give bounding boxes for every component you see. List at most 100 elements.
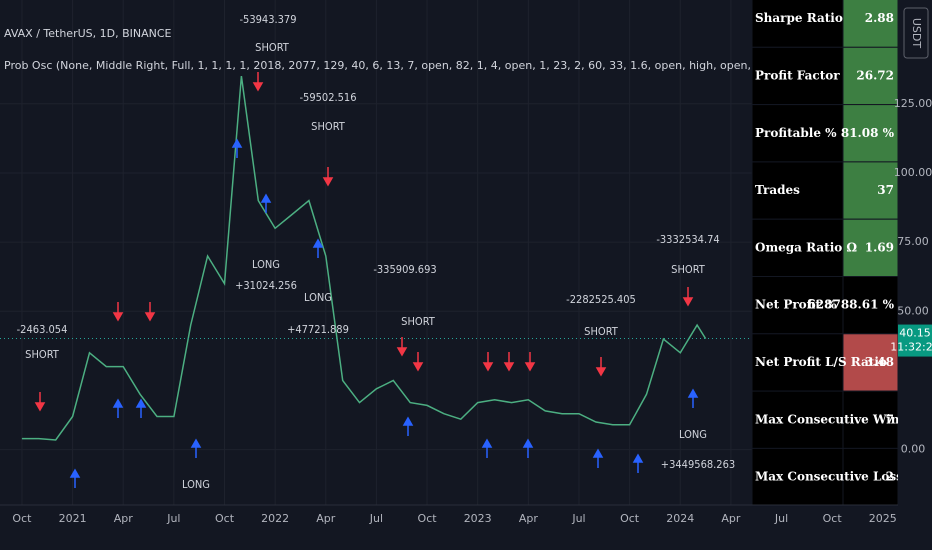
- short-arrow: [396, 337, 408, 357]
- long-arrow: [632, 453, 644, 473]
- y-tick-label: 125.00: [894, 97, 932, 110]
- x-tick-label: Apr: [721, 512, 741, 525]
- currency-button[interactable]: [903, 7, 929, 59]
- table-value: 628788.61 %: [807, 298, 894, 312]
- x-tick-label: Jul: [774, 512, 788, 525]
- short-arrow: [412, 352, 424, 372]
- table-label: Profit Factor: [755, 68, 840, 82]
- x-tick-label: Oct: [620, 512, 640, 525]
- short-arrow: [482, 352, 494, 372]
- x-tick-label: Oct: [215, 512, 235, 525]
- table-value: 3.48: [865, 355, 894, 369]
- table-value: 26.72: [856, 68, 894, 82]
- table-value-cell: [842, 276, 899, 335]
- long-arrow: [260, 193, 272, 213]
- short-arrow: [144, 302, 156, 322]
- trade-annotation: -3332534.74: [656, 233, 719, 246]
- table-value-cell: [842, 46, 899, 106]
- trade-annotation: +31024.256: [235, 279, 297, 292]
- trade-annotation: -53943.379: [239, 13, 296, 26]
- table-value-cell: [842, 447, 899, 507]
- x-tick-label: Apr: [519, 512, 539, 525]
- short-arrow: [595, 357, 607, 377]
- y-tick-label: 100.00: [894, 166, 932, 179]
- long-arrow: [592, 448, 604, 468]
- long-arrow: [69, 468, 81, 488]
- trade-annotation: +47721.889: [287, 323, 349, 336]
- table-label-cell: [751, 0, 844, 48]
- x-tick-label: Oct: [823, 512, 843, 525]
- table-label: Max Consecutive Losses: [755, 470, 918, 484]
- trade-annotation: SHORT: [671, 263, 706, 276]
- trade-annotation: SHORT: [401, 315, 436, 328]
- trade-annotation: SHORT: [255, 41, 290, 54]
- table-value: 81.08 %: [841, 126, 895, 140]
- table-value-cell: [842, 333, 899, 392]
- x-tick-label: 2022: [261, 512, 289, 525]
- y-tick-label: 50.00: [897, 304, 929, 317]
- table-label: Max Consecutive Wins: [755, 412, 907, 426]
- short-arrow: [252, 72, 264, 92]
- last-time-label: 11:32:25: [890, 341, 932, 354]
- long-arrow: [522, 438, 534, 458]
- x-tick-label: Jul: [166, 512, 180, 525]
- table-label: Sharpe Ratio: [755, 11, 843, 25]
- x-tick-label: Apr: [316, 512, 336, 525]
- x-tick-label: Jul: [369, 512, 383, 525]
- table-label: Net Profit %: [755, 298, 837, 312]
- trade-annotation: -2282525.405: [566, 293, 636, 306]
- trade-annotation: SHORT: [584, 325, 619, 338]
- table-value: 2.88: [865, 11, 894, 25]
- short-arrow: [682, 287, 694, 307]
- trade-annotation: +3449568.263: [661, 458, 735, 471]
- long-arrow: [231, 138, 243, 158]
- table-label: Trades: [755, 183, 800, 197]
- x-tick-label: 2021: [59, 512, 87, 525]
- long-arrow: [312, 238, 324, 258]
- trade-annotation: -2463.054: [17, 323, 68, 336]
- trade-annotation: SHORT: [311, 120, 346, 133]
- currency-label: USDT: [910, 18, 923, 49]
- table-value: 2: [886, 470, 894, 484]
- table-label: Net Profit L/S Ratio: [755, 355, 887, 369]
- short-arrow: [322, 167, 334, 187]
- indicator-label: Prob Osc (None, Middle Right, Full, 1, 1…: [4, 59, 932, 72]
- y-tick-label: 0.00: [901, 443, 926, 456]
- table-value: 7: [886, 412, 894, 426]
- trade-annotation: LONG: [252, 258, 280, 271]
- trade-annotation: LONG: [304, 291, 332, 304]
- x-tick-label: 2025: [869, 512, 897, 525]
- x-tick-label: 2024: [666, 512, 694, 525]
- table-value-cell: [842, 218, 899, 277]
- price-line: [21, 75, 707, 441]
- long-arrow: [481, 438, 493, 458]
- x-tick-label: Jul: [571, 512, 585, 525]
- table-label: Profitable %: [755, 126, 837, 140]
- table-value: 37: [877, 183, 894, 197]
- last-price-box: [898, 324, 932, 357]
- trade-annotation: -59502.516: [299, 91, 356, 104]
- symbol-title: AVAX / TetherUS, 1D, BINANCE: [4, 27, 172, 40]
- trade-annotation: -335909.693: [373, 263, 436, 276]
- short-arrow: [34, 392, 46, 412]
- trade-annotation: LONG: [679, 428, 707, 441]
- table-label-cell: [751, 276, 844, 335]
- short-arrow: [524, 352, 536, 372]
- long-arrow: [135, 398, 147, 418]
- x-tick-label: Apr: [114, 512, 134, 525]
- long-arrow: [112, 398, 124, 418]
- table-label-cell: [751, 333, 844, 392]
- long-arrow: [190, 438, 202, 458]
- long-arrow: [687, 388, 699, 408]
- x-tick-label: Oct: [12, 512, 32, 525]
- table-value-cell: [842, 104, 899, 163]
- price-axis: [898, 0, 932, 550]
- table-value-cell: [842, 161, 899, 220]
- table-value-cell: [842, 390, 899, 449]
- short-arrow: [503, 352, 515, 372]
- table-value: 1.69: [865, 240, 894, 254]
- trade-annotation: LONG: [182, 478, 210, 491]
- last-price-label: 40.15: [899, 327, 931, 340]
- trade-annotation: SHORT: [25, 348, 60, 361]
